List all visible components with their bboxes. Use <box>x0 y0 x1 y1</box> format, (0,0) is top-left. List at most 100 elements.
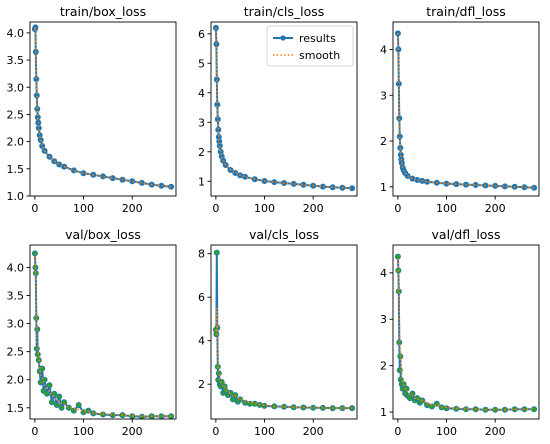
smooth-line <box>34 256 172 418</box>
plot-frame <box>29 21 177 197</box>
smooth-line <box>397 33 535 189</box>
plot-data-layer <box>212 24 356 192</box>
x-tick-label: 200 <box>485 425 506 438</box>
data-point <box>129 413 136 419</box>
data-point <box>39 365 46 372</box>
plot-area <box>393 245 539 419</box>
x-tick-label: 200 <box>122 425 143 438</box>
x-tick-label: 0 <box>394 425 401 438</box>
smooth-line <box>215 308 353 409</box>
plot-data-layer <box>394 253 538 413</box>
y-tick-label: 4.0 <box>7 261 25 274</box>
smooth-line <box>34 27 172 188</box>
subplot-title: train/dfl_loss <box>426 4 506 19</box>
data-point <box>404 172 411 179</box>
data-point <box>44 390 51 397</box>
plot-data-layer <box>212 249 356 412</box>
data-point <box>521 406 528 413</box>
y-tick-label: 2 <box>380 360 387 373</box>
x-tick-label: 200 <box>122 202 143 215</box>
data-point <box>168 413 175 419</box>
x-tick-label: 100 <box>73 425 94 438</box>
data-point <box>51 390 58 397</box>
subplot-3: 1.5 2.0 2.5 3.0 3.5 4.0 0 100 200 val/box_loss <box>7 227 177 438</box>
y-tick-label: 3 <box>198 116 205 129</box>
legend-results-label: results <box>299 32 336 45</box>
data-point <box>51 158 58 165</box>
data-point <box>453 181 460 188</box>
y-tick-label: 2.0 <box>7 374 25 387</box>
data-point <box>443 405 450 412</box>
data-point <box>75 401 82 408</box>
legend-results-marker <box>280 35 286 41</box>
plot-frame <box>210 21 358 197</box>
data-point <box>227 389 234 396</box>
data-point <box>290 180 297 187</box>
smooth-line <box>215 27 353 190</box>
data-point <box>397 144 404 151</box>
y-tick-label: 2.5 <box>7 108 25 121</box>
data-point <box>33 76 40 83</box>
data-point <box>213 249 220 256</box>
smooth-line <box>397 258 535 411</box>
y-tick-label: 1 <box>380 406 387 419</box>
subplot-title: val/dfl_loss <box>432 227 501 242</box>
data-point <box>37 136 44 143</box>
x-tick-label: 100 <box>254 425 275 438</box>
x-tick-label: 200 <box>303 425 324 438</box>
y-tick-label: 1 <box>198 175 205 188</box>
x-tick-label: 100 <box>73 202 94 215</box>
data-point <box>53 401 60 408</box>
data-point <box>396 115 403 122</box>
subplot-title: val/cls_loss <box>249 227 319 242</box>
data-point <box>70 407 77 414</box>
data-point <box>290 404 297 411</box>
y-tick-label: 1.0 <box>7 190 25 203</box>
data-point <box>61 163 68 170</box>
plot-data-layer <box>394 30 538 191</box>
plot-area <box>211 245 357 419</box>
legend: results smooth <box>266 25 354 67</box>
data-point <box>329 405 336 412</box>
subplot-5: 1 2 3 4 0 100 200 val/dfl_loss <box>380 227 540 438</box>
y-tick-label: 4 <box>380 43 387 56</box>
data-point <box>48 399 55 406</box>
y-tick-label: 2 <box>198 378 205 391</box>
y-tick-label: 3.5 <box>7 290 25 303</box>
x-tick-label: 200 <box>485 202 506 215</box>
plot-area <box>393 22 539 196</box>
legend-box <box>266 25 354 67</box>
data-point <box>406 395 413 402</box>
y-tick-label: 4 <box>380 267 387 280</box>
y-tick-label: 5 <box>198 57 205 70</box>
x-tick-label: 0 <box>212 425 219 438</box>
y-tick-label: 1.5 <box>7 402 25 415</box>
subplot-2: 1 2 3 4 0 100 200 train/dfl_loss <box>380 4 540 215</box>
y-tick-label: 4 <box>198 87 205 100</box>
x-tick-label: 100 <box>436 202 457 215</box>
data-point <box>400 381 407 388</box>
y-tick-label: 4 <box>198 335 205 348</box>
data-point <box>492 182 499 189</box>
y-tick-label: 2.0 <box>7 136 25 149</box>
plot-data-layer <box>31 250 175 419</box>
plot-area <box>30 22 176 196</box>
y-tick-label: 1.5 <box>7 163 25 176</box>
data-point <box>394 253 401 260</box>
subplot-title: train/cls_loss <box>244 4 325 19</box>
data-point <box>46 382 53 389</box>
data-point <box>216 142 223 149</box>
y-tick-label: 3.0 <box>7 318 25 331</box>
x-tick-label: 0 <box>394 202 401 215</box>
plot-area <box>30 245 176 419</box>
y-tick-label: 6 <box>198 28 205 41</box>
data-point <box>409 175 416 182</box>
data-point <box>531 184 538 191</box>
data-point <box>438 404 445 411</box>
subplot-4: 2 4 6 8 0 100 200 val/cls_loss <box>198 227 358 438</box>
data-point <box>31 250 38 257</box>
data-point <box>419 397 426 404</box>
plot-frame <box>392 244 540 420</box>
